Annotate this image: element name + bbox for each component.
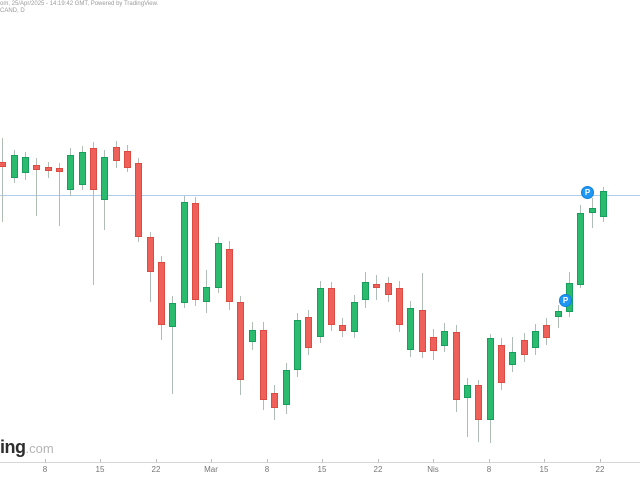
candle-body-down [147, 237, 154, 272]
candle-wick [93, 142, 94, 285]
candle-body-down [475, 385, 482, 420]
x-axis-label: 15 [95, 465, 105, 474]
x-axis-tick [211, 459, 212, 462]
candle-body-down [396, 288, 403, 325]
candle-body-up [509, 352, 516, 365]
candle-body-down [90, 148, 97, 190]
current-price-line [0, 195, 640, 196]
x-axis-label: 8 [486, 465, 492, 474]
candle-body-down [237, 302, 244, 380]
x-axis-tick [100, 459, 101, 462]
candle-body-down [158, 262, 165, 325]
candle-wick [467, 378, 468, 437]
candle-body-down [124, 151, 131, 168]
x-axis-tick [45, 459, 46, 462]
x-axis-tick [544, 459, 545, 462]
candle-body-up [294, 320, 301, 370]
candle-body-down [521, 340, 528, 355]
candle-body-up [317, 288, 324, 337]
candle-body-up [249, 330, 256, 342]
x-axis-tick [322, 459, 323, 462]
candle-body-up [589, 208, 596, 213]
candle-body-down [430, 337, 437, 351]
candle-body-up [283, 370, 290, 405]
candle-body-up [487, 338, 494, 420]
x-axis-label: 15 [317, 465, 327, 474]
candle-body-up [203, 287, 210, 302]
watermark-bold-text: ing [0, 437, 26, 457]
x-axis-line [0, 462, 640, 463]
candle-body-up [67, 155, 74, 190]
candle-body-down [0, 162, 6, 167]
x-axis-tick [433, 459, 434, 462]
candle-body-up [577, 213, 584, 285]
candle-body-down [226, 249, 233, 302]
candle-body-down [135, 163, 142, 237]
symbol-timeframe-text: CAND, D [0, 8, 25, 14]
candle-body-down [305, 317, 312, 348]
candle-body-down [113, 147, 120, 161]
candle-body-up [101, 157, 108, 200]
x-axis-label: 22 [373, 465, 383, 474]
candle-body-down [419, 310, 426, 352]
candle-wick [172, 296, 173, 394]
event-pin-marker[interactable]: P [559, 294, 572, 307]
candle-wick [36, 158, 37, 216]
x-axis-label: Mar [204, 465, 218, 474]
candle-body-down [328, 288, 335, 325]
candle-body-down [271, 393, 278, 408]
candle-body-down [56, 168, 63, 172]
candle-body-up [169, 303, 176, 327]
candle-body-up [555, 311, 562, 317]
candle-body-up [215, 243, 222, 288]
x-axis-tick [156, 459, 157, 462]
watermark-suffix-text: .com [25, 441, 54, 456]
candle-body-up [181, 202, 188, 303]
investing-logo-watermark: ing.com [0, 437, 54, 458]
candle-body-up [600, 191, 607, 217]
candle-body-up [79, 152, 86, 185]
x-axis-label: 8 [42, 465, 48, 474]
x-axis-tick [489, 459, 490, 462]
x-axis-tick [600, 459, 601, 462]
candle-body-down [498, 345, 505, 383]
candle-body-down [45, 167, 52, 171]
candle-body-down [543, 325, 550, 338]
event-pin-marker[interactable]: P [581, 186, 594, 199]
candle-body-up [441, 331, 448, 346]
x-axis-label: 8 [264, 465, 270, 474]
x-axis-label: 15 [539, 465, 549, 474]
candle-body-down [33, 165, 40, 170]
candle-wick [59, 163, 60, 226]
candle-wick [592, 198, 593, 228]
attribution-text: om, 25/Apr/2025 - 14:19:42 GMT, Powered … [0, 1, 159, 7]
candle-body-down [453, 332, 460, 400]
x-axis-label: 22 [595, 465, 605, 474]
candle-body-down [260, 330, 267, 400]
x-axis-tick [378, 459, 379, 462]
x-axis-label: Nis [427, 465, 439, 474]
x-axis-label: 22 [151, 465, 161, 474]
candle-body-up [532, 331, 539, 348]
candle-body-up [11, 155, 18, 178]
candle-body-up [351, 302, 358, 332]
candle-body-down [339, 325, 346, 331]
candle-body-up [362, 282, 369, 300]
candle-body-down [373, 284, 380, 288]
candle-body-down [385, 283, 392, 295]
candle-wick [2, 138, 3, 222]
candle-body-up [22, 157, 29, 173]
candle-body-up [407, 308, 414, 350]
x-axis-tick [267, 459, 268, 462]
candle-body-down [192, 203, 199, 300]
candle-body-up [464, 385, 471, 398]
